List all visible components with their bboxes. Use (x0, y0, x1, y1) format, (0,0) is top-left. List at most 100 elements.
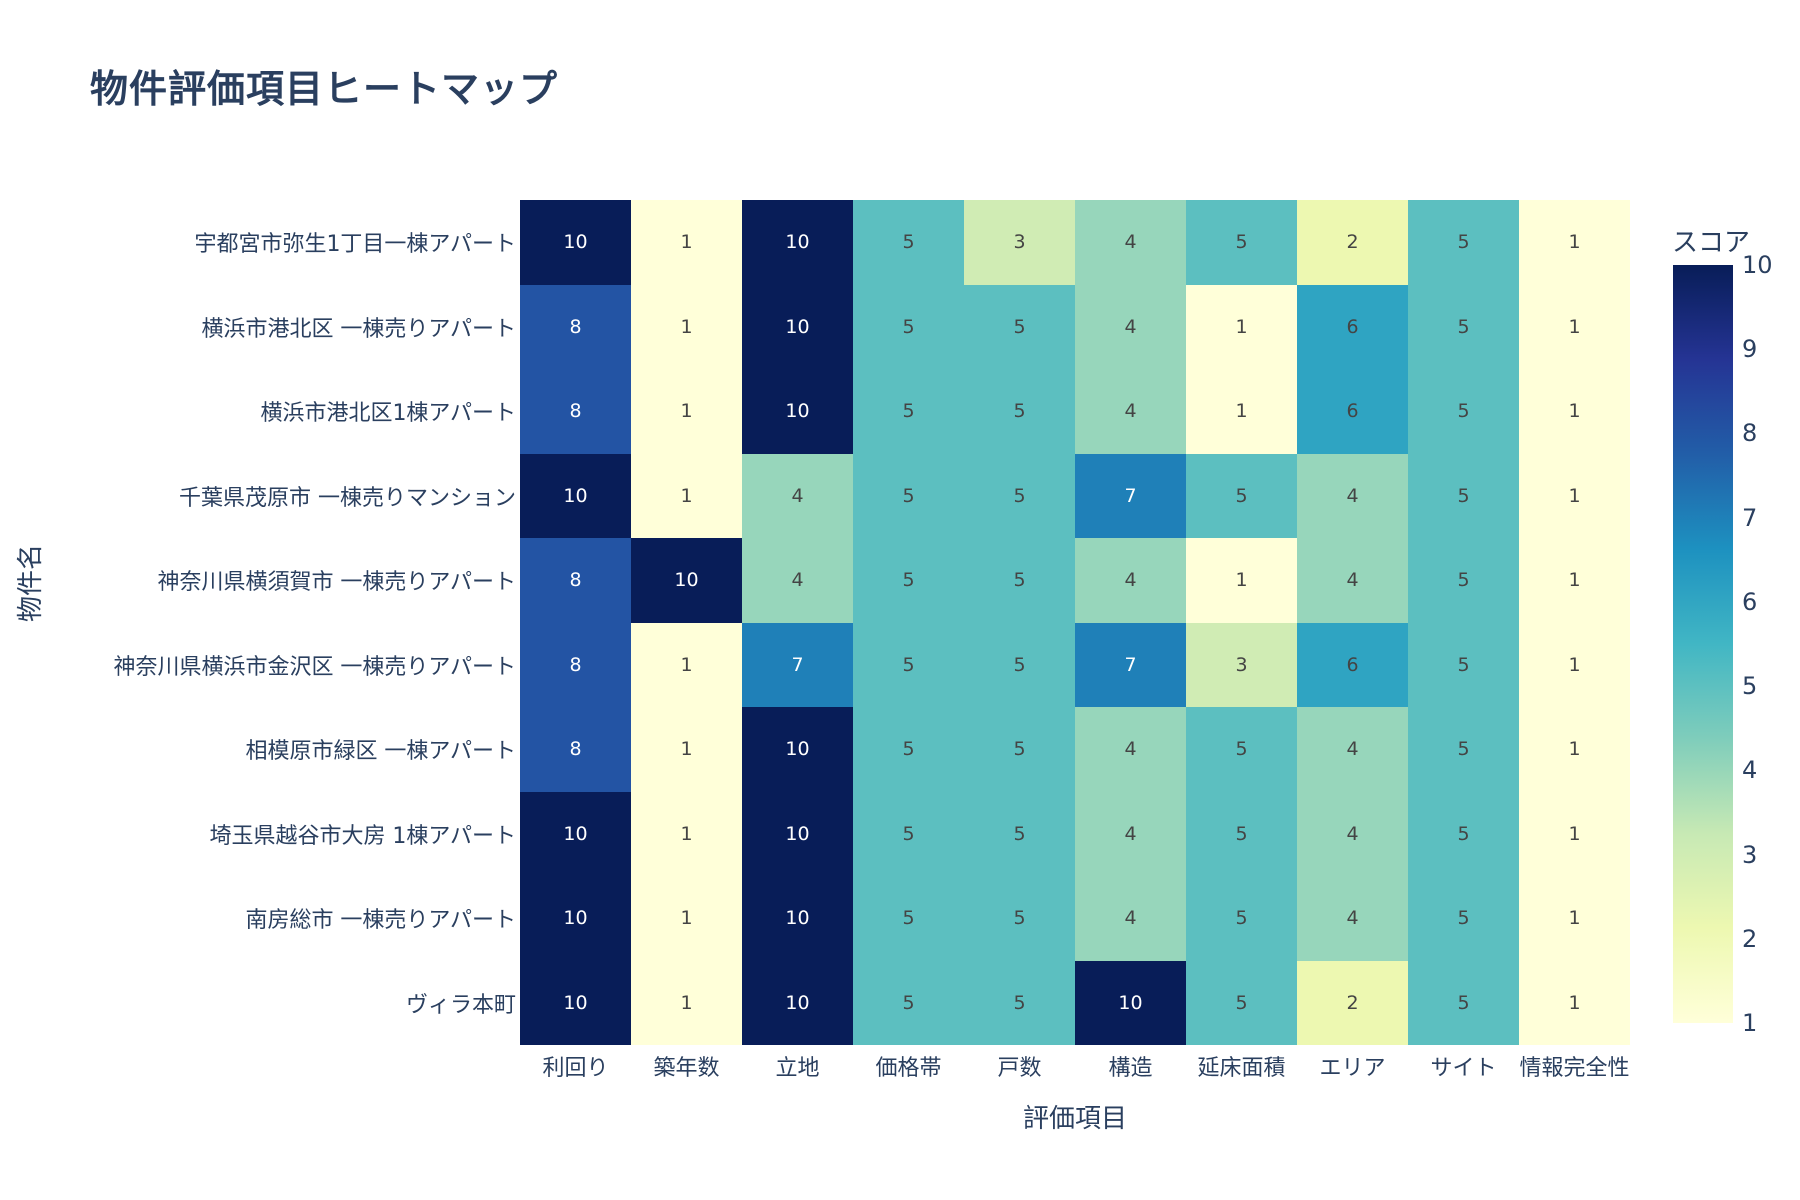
heatmap-cell[interactable]: 1 (1519, 707, 1630, 792)
heatmap-cell[interactable]: 1 (1519, 960, 1630, 1045)
heatmap-cell[interactable]: 5 (1408, 453, 1519, 538)
heatmap-cell[interactable]: 10 (520, 876, 631, 961)
heatmap-cell[interactable]: 5 (1186, 453, 1297, 538)
heatmap-cell[interactable]: 1 (631, 960, 742, 1045)
heatmap-cell[interactable]: 5 (1186, 791, 1297, 876)
heatmap-cell[interactable]: 6 (1297, 284, 1408, 369)
heatmap-cell[interactable]: 5 (964, 960, 1075, 1045)
heatmap-cell[interactable]: 10 (742, 369, 853, 454)
heatmap-cell[interactable]: 5 (853, 538, 964, 623)
heatmap-cell[interactable]: 5 (964, 453, 1075, 538)
heatmap-cell[interactable]: 1 (631, 622, 742, 707)
heatmap-cell[interactable]: 1 (631, 284, 742, 369)
heatmap-cell[interactable]: 10 (742, 284, 853, 369)
heatmap-cell[interactable]: 5 (964, 707, 1075, 792)
heatmap-cell[interactable]: 1 (1519, 453, 1630, 538)
heatmap-cell[interactable]: 5 (853, 791, 964, 876)
heatmap-cell[interactable]: 6 (1297, 622, 1408, 707)
heatmap-cell[interactable]: 5 (1186, 960, 1297, 1045)
heatmap-cell[interactable]: 7 (1075, 453, 1186, 538)
heatmap-cell[interactable]: 8 (520, 284, 631, 369)
heatmap-cell[interactable]: 1 (631, 791, 742, 876)
heatmap-cell[interactable]: 2 (1297, 200, 1408, 285)
heatmap-cell[interactable]: 10 (520, 791, 631, 876)
heatmap-cell[interactable]: 1 (1519, 369, 1630, 454)
heatmap-cell[interactable]: 5 (853, 707, 964, 792)
heatmap-cell[interactable]: 6 (1297, 369, 1408, 454)
heatmap-cell[interactable]: 1 (1519, 622, 1630, 707)
heatmap-cell[interactable]: 5 (853, 960, 964, 1045)
heatmap-cell[interactable]: 7 (742, 622, 853, 707)
heatmap-cell[interactable]: 5 (1408, 791, 1519, 876)
heatmap-cell[interactable]: 4 (1297, 876, 1408, 961)
heatmap-cell[interactable]: 4 (1075, 200, 1186, 285)
heatmap-cell[interactable]: 5 (1408, 960, 1519, 1045)
heatmap-cell[interactable]: 10 (742, 707, 853, 792)
heatmap-cell[interactable]: 1 (631, 707, 742, 792)
heatmap-cell[interactable]: 10 (520, 960, 631, 1045)
heatmap-cell[interactable]: 5 (853, 369, 964, 454)
heatmap-cell[interactable]: 8 (520, 538, 631, 623)
heatmap-cell[interactable]: 5 (1408, 707, 1519, 792)
heatmap-cell[interactable]: 4 (742, 538, 853, 623)
heatmap-cell[interactable]: 5 (1408, 876, 1519, 961)
heatmap-cell[interactable]: 5 (1186, 707, 1297, 792)
heatmap-cell[interactable]: 5 (964, 622, 1075, 707)
heatmap-cell[interactable]: 5 (1408, 284, 1519, 369)
heatmap-cell[interactable]: 4 (1075, 369, 1186, 454)
heatmap-cell[interactable]: 10 (1075, 960, 1186, 1045)
heatmap-cell[interactable]: 4 (1297, 707, 1408, 792)
heatmap-cell[interactable]: 5 (1408, 622, 1519, 707)
heatmap-cell[interactable]: 4 (1297, 538, 1408, 623)
heatmap-cell[interactable]: 3 (964, 200, 1075, 285)
heatmap-cell[interactable]: 1 (1186, 284, 1297, 369)
heatmap-cell[interactable]: 5 (1408, 538, 1519, 623)
heatmap-cell[interactable]: 1 (1186, 538, 1297, 623)
heatmap-cell[interactable]: 5 (964, 284, 1075, 369)
heatmap-cell[interactable]: 5 (1408, 369, 1519, 454)
heatmap-cell[interactable]: 2 (1297, 960, 1408, 1045)
heatmap-cell[interactable]: 5 (1186, 876, 1297, 961)
heatmap-cell[interactable]: 10 (520, 200, 631, 285)
heatmap-cell[interactable]: 5 (853, 200, 964, 285)
heatmap-cell[interactable]: 4 (742, 453, 853, 538)
heatmap-cell[interactable]: 10 (520, 453, 631, 538)
heatmap-cell[interactable]: 4 (1297, 791, 1408, 876)
heatmap-cell[interactable]: 1 (1519, 876, 1630, 961)
heatmap-cell[interactable]: 5 (853, 453, 964, 538)
heatmap-cell[interactable]: 8 (520, 369, 631, 454)
heatmap-cell[interactable]: 1 (631, 876, 742, 961)
heatmap-cell[interactable]: 1 (1519, 284, 1630, 369)
heatmap-cell[interactable]: 10 (742, 876, 853, 961)
heatmap-cell[interactable]: 5 (1408, 200, 1519, 285)
heatmap-cell[interactable]: 3 (1186, 622, 1297, 707)
heatmap-cell[interactable]: 1 (631, 453, 742, 538)
heatmap-cell[interactable]: 8 (520, 707, 631, 792)
heatmap-cell[interactable]: 10 (742, 200, 853, 285)
heatmap-cell[interactable]: 4 (1075, 707, 1186, 792)
heatmap-cell[interactable]: 1 (631, 200, 742, 285)
heatmap-cell[interactable]: 1 (1519, 791, 1630, 876)
heatmap-cell[interactable]: 1 (1519, 200, 1630, 285)
heatmap-cell[interactable]: 1 (1186, 369, 1297, 454)
heatmap-cell[interactable]: 5 (964, 791, 1075, 876)
heatmap-cell[interactable]: 7 (1075, 622, 1186, 707)
heatmap-cell[interactable]: 10 (742, 791, 853, 876)
heatmap-cell[interactable]: 5 (853, 284, 964, 369)
heatmap-cell[interactable]: 1 (1519, 538, 1630, 623)
heatmap-cell[interactable]: 4 (1075, 876, 1186, 961)
heatmap-cell[interactable]: 4 (1075, 791, 1186, 876)
heatmap-grid[interactable]: 10 1 10 5 3 4 5 2 5 1 8 1 10 5 5 4 1 6 5 1 8 1 10 5 5 4 1 6 5 1 10 1 4 5 5… (520, 200, 1630, 1045)
heatmap-cell[interactable]: 4 (1075, 284, 1186, 369)
heatmap-cell[interactable]: 4 (1297, 453, 1408, 538)
heatmap-cell[interactable]: 1 (631, 369, 742, 454)
heatmap-cell[interactable]: 5 (1186, 200, 1297, 285)
heatmap-cell[interactable]: 10 (742, 960, 853, 1045)
heatmap-cell[interactable]: 5 (853, 622, 964, 707)
heatmap-cell[interactable]: 5 (964, 876, 1075, 961)
heatmap-cell[interactable]: 5 (964, 538, 1075, 623)
heatmap-cell[interactable]: 4 (1075, 538, 1186, 623)
heatmap-cell[interactable]: 5 (853, 876, 964, 961)
heatmap-cell[interactable]: 10 (631, 538, 742, 623)
heatmap-cell[interactable]: 5 (964, 369, 1075, 454)
